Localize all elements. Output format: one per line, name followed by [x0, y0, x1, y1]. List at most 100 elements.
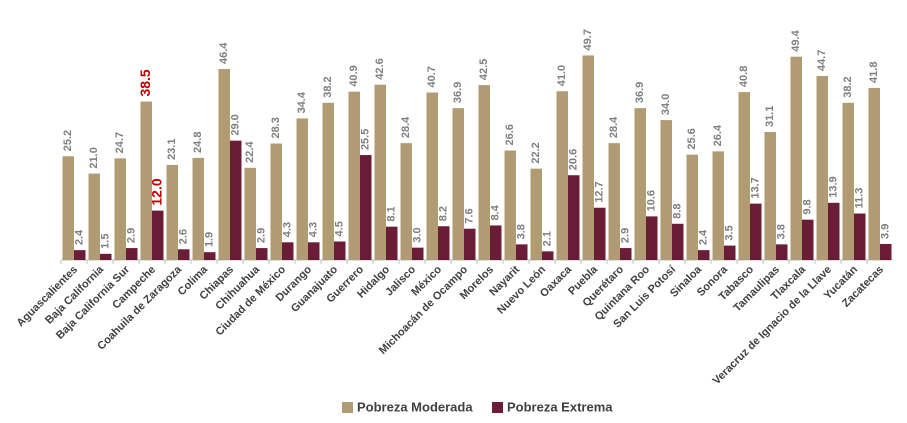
value-label: 36.9 — [634, 82, 646, 103]
bar — [204, 252, 216, 260]
bar — [582, 55, 594, 260]
bar — [738, 92, 750, 260]
value-label: 9.8 — [802, 199, 814, 214]
bar — [140, 101, 152, 260]
value-label: 23.1 — [166, 139, 178, 160]
bar — [126, 248, 138, 260]
value-label: 40.8 — [738, 66, 750, 87]
value-label: 8.4 — [490, 204, 502, 220]
value-label: 3.9 — [880, 224, 892, 239]
value-label: 13.9 — [828, 176, 840, 197]
bar — [868, 87, 880, 260]
bar — [750, 203, 762, 260]
bar — [504, 150, 516, 260]
bar — [764, 132, 776, 260]
value-label: 42.5 — [478, 59, 490, 80]
bar — [620, 248, 632, 260]
value-label: 3.0 — [412, 227, 424, 242]
value-label: 26.6 — [504, 124, 516, 145]
value-label: 12.7 — [594, 181, 606, 202]
bar — [880, 243, 892, 260]
value-label: 21.0 — [88, 147, 100, 168]
value-label: 11.3 — [854, 188, 866, 209]
value-label: 24.7 — [114, 132, 126, 153]
bar — [74, 250, 86, 260]
value-label: 25.5 — [360, 129, 372, 150]
value-label: 28.4 — [608, 116, 620, 138]
bar — [672, 223, 684, 260]
value-label: 46.4 — [218, 42, 230, 64]
bar — [374, 84, 386, 260]
legend-swatch — [342, 402, 353, 413]
value-label: 10.6 — [646, 190, 658, 211]
legend-label: Pobreza Moderada — [357, 399, 473, 414]
bar — [698, 250, 710, 260]
bar — [516, 244, 528, 260]
bar — [478, 85, 490, 260]
bar — [270, 143, 282, 260]
bar — [438, 226, 450, 260]
bar — [776, 244, 788, 260]
value-label: 4.3 — [282, 222, 294, 237]
value-label: 2.6 — [178, 229, 190, 244]
bar — [412, 247, 424, 260]
value-label: 3.5 — [724, 225, 736, 240]
bar — [296, 118, 308, 260]
value-label: 2.4 — [74, 229, 86, 245]
bar — [244, 167, 256, 260]
value-label: 12.0 — [148, 178, 164, 205]
bar — [724, 245, 736, 260]
value-label: 28.4 — [400, 116, 412, 138]
bar — [282, 242, 294, 260]
value-label: 28.3 — [270, 117, 282, 138]
bar — [308, 242, 320, 260]
bar — [542, 251, 554, 260]
value-label: 2.1 — [542, 231, 554, 246]
value-label: 7.6 — [464, 208, 476, 223]
value-label: 25.6 — [686, 128, 698, 149]
value-label: 2.9 — [256, 228, 268, 243]
value-label: 22.4 — [244, 141, 256, 163]
bar — [816, 76, 828, 261]
value-label: 13.7 — [750, 177, 762, 198]
bar — [386, 226, 398, 260]
bar — [348, 91, 360, 260]
value-label: 26.4 — [712, 124, 724, 146]
value-label: 31.1 — [764, 106, 776, 127]
bar — [256, 248, 268, 260]
value-label: 34.4 — [296, 91, 308, 113]
bar — [400, 143, 412, 260]
bar — [178, 249, 190, 260]
bar — [854, 213, 866, 260]
legend-swatch — [492, 402, 503, 413]
value-label: 40.7 — [426, 66, 438, 87]
bar — [464, 228, 476, 260]
bar — [152, 210, 164, 260]
value-label: 29.0 — [230, 114, 242, 135]
bar — [646, 216, 658, 260]
bar — [426, 92, 438, 260]
value-label: 20.6 — [568, 149, 580, 170]
value-label: 4.5 — [334, 221, 346, 236]
value-label: 1.9 — [204, 232, 216, 247]
bar — [686, 154, 698, 260]
bar — [360, 155, 372, 260]
value-label: 38.5 — [137, 69, 153, 96]
value-label: 25.2 — [62, 130, 74, 151]
bar — [114, 158, 126, 260]
bar — [88, 173, 100, 260]
value-label: 40.9 — [348, 65, 360, 86]
value-label: 1.5 — [100, 234, 112, 249]
value-label: 8.2 — [438, 206, 450, 221]
value-label: 36.9 — [452, 82, 464, 103]
bar — [166, 164, 178, 260]
value-label: 38.2 — [842, 76, 854, 97]
value-label: 2.4 — [698, 229, 710, 245]
value-label: 34.0 — [660, 94, 672, 115]
legend-label: Pobreza Extrema — [507, 399, 613, 414]
value-label: 22.2 — [530, 142, 542, 163]
bar — [828, 202, 840, 260]
value-label: 44.7 — [816, 50, 828, 71]
bar — [322, 102, 334, 261]
bar — [790, 56, 802, 261]
